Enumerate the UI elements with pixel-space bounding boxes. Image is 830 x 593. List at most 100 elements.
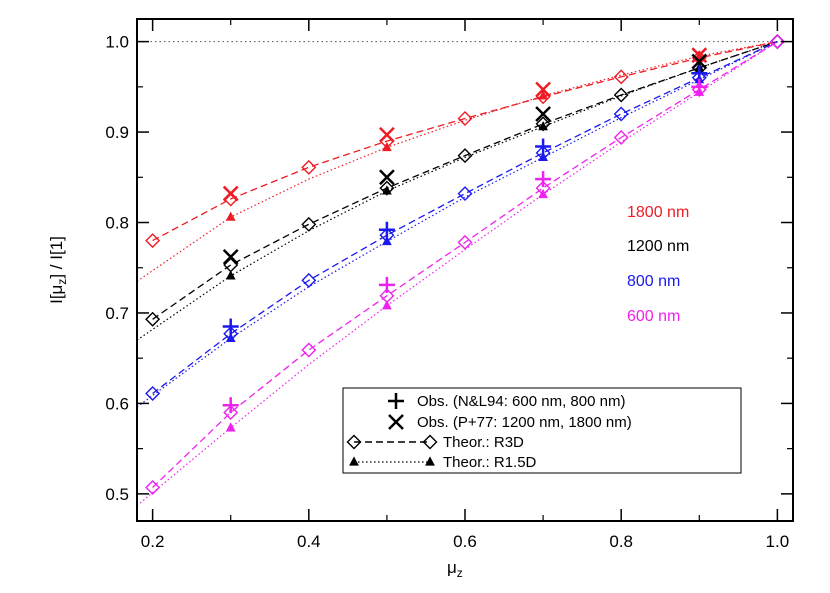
point-obs-800-nm [535, 138, 552, 155]
point-r3d-1200-nm [457, 148, 473, 164]
point-r15d-800-nm [225, 332, 236, 342]
y-tick-label: 0.8 [105, 214, 129, 233]
y-axis-label: I[μz] / I[1] [47, 236, 69, 304]
legend-text-r3d: Theor.: R3D [443, 434, 524, 451]
point-r15d-600-nm [538, 188, 548, 199]
point-obs-600-nm [535, 171, 552, 188]
point-obs-600-nm [378, 276, 395, 293]
y-tick-label: 1.0 [105, 33, 129, 52]
series-600-nm [136, 34, 785, 507]
x-tick-label: 0.8 [609, 532, 633, 551]
x-axis-label: μz [447, 558, 463, 580]
wavelength-label-800: 800 nm [627, 273, 680, 290]
series-layer [136, 34, 785, 507]
point-obs-600-nm [691, 78, 708, 95]
y-axis-label-sub: z [55, 279, 69, 285]
point-r15d-1800-nm [225, 211, 236, 221]
point-r15d-600-nm [382, 300, 392, 310]
x-axis-label-sub: z [457, 566, 463, 580]
x-tick-label: 0.4 [297, 532, 321, 551]
point-r15d-800-nm [382, 235, 392, 246]
point-obs-1800-nm-stroke-b [535, 81, 551, 98]
legend-symbol-cross-stroke-b [388, 414, 404, 430]
point-r3d-1800-nm [301, 159, 317, 175]
point-obs-800-nm [222, 318, 239, 335]
wavelength-label-1800: 1800 nm [627, 204, 689, 221]
point-r3d-600-nm [613, 130, 629, 145]
legend-text-obs-p77: Obs. (P+77: 1200 nm, 1800 nm) [417, 414, 632, 431]
legend-symbol-triangle-left [349, 456, 359, 466]
wavelength-label-600: 600 nm [627, 308, 680, 325]
point-obs-1800-nm [535, 81, 551, 98]
point-r15d-800-nm [538, 151, 548, 162]
y-axis-label-part1: I[μ [47, 285, 66, 304]
y-tick-label: 0.6 [105, 394, 129, 413]
point-r3d-800-nm [613, 106, 629, 122]
legend-symbol-cross [388, 414, 404, 430]
point-r15d-600-nm [225, 422, 236, 432]
point-obs-1200-nm [379, 169, 395, 186]
x-tick-label: 1.0 [766, 532, 790, 551]
point-r15d-1800-nm [382, 141, 392, 152]
point-obs-600-nm [222, 397, 239, 414]
point-r3d-1200-nm [613, 87, 629, 103]
x-tick-label: 0.6 [453, 532, 477, 551]
x-tick-label: 0.2 [141, 532, 165, 551]
point-r3d-600-nm [457, 234, 473, 250]
point-r3d-600-nm [145, 480, 161, 496]
y-tick-label: 0.7 [105, 304, 129, 323]
legend-symbol-plus [388, 393, 404, 409]
point-r3d-1200-nm [145, 311, 161, 327]
point-obs-1800-nm-stroke-b [379, 126, 395, 143]
point-r3d-1200-nm [379, 180, 395, 196]
point-obs-1200-nm [222, 249, 239, 265]
point-obs-1200-nm [691, 53, 708, 70]
point-r3d-1800-nm [457, 111, 473, 126]
point-r3d-1800-nm [613, 69, 629, 85]
y-tick-label: 0.9 [105, 123, 129, 142]
legend-box [342, 387, 742, 474]
axis-titles: μz I[μz] / I[1] [47, 236, 463, 580]
point-obs-1800-nm [222, 185, 239, 202]
point-r3d-800-nm [145, 385, 161, 401]
point-r15d-1200-nm [382, 185, 392, 195]
point-r3d-1200-nm [301, 216, 317, 232]
point-obs-1200-nm [535, 106, 551, 122]
point-r15d-1800-nm [538, 90, 548, 100]
point-obs-1200-nm-stroke-b [222, 249, 239, 265]
series-line-r3d-600-nm [152, 41, 778, 488]
point-r3d-1200-nm [535, 116, 551, 132]
legend: Obs. (N&L94: 600 nm, 800 nm) Obs. (P+77:… [342, 387, 742, 474]
point-obs-1800-nm [379, 126, 395, 143]
tick-layer: 0.2 0.4 0.6 0.8 1.0 0.5 0.6 0.7 0.8 0.9 1.0 [105, 19, 793, 551]
legend-symbol-triangle-right [425, 456, 435, 466]
point-r3d-800-nm [301, 272, 317, 288]
legend-text-r15d: Theor.: R1.5D [443, 454, 537, 471]
point-r3d-600-nm [769, 34, 785, 50]
series-line-r15d-800-nm [136, 41, 778, 408]
legend-text-obs-nl94: Obs. (N&L94: 600 nm, 800 nm) [417, 393, 625, 410]
series-1200-nm [136, 34, 785, 341]
point-obs-800-nm [378, 221, 395, 238]
legend-symbol-diamond-left [346, 434, 362, 450]
wavelength-label-1200: 1200 nm [627, 238, 689, 255]
point-obs-800-nm [691, 65, 708, 82]
point-obs-1800-nm-stroke-b [222, 185, 239, 202]
series-line-r3d-1200-nm [152, 40, 778, 320]
series-line-r3d-1800-nm [152, 40, 778, 242]
point-obs-1200-nm-stroke-b [535, 106, 551, 122]
series-800-nm [136, 34, 785, 408]
x-axis-label-main: μ [447, 558, 457, 577]
point-r3d-800-nm [457, 186, 473, 202]
point-r3d-600-nm [223, 404, 239, 420]
y-axis-label-part2: ] / I[1] [47, 236, 66, 279]
point-obs-1200-nm-stroke-b [379, 169, 395, 186]
point-obs-1800-nm [691, 47, 708, 64]
point-obs-1800-nm-stroke-b [691, 47, 708, 64]
point-r3d-1800-nm [145, 233, 161, 249]
series-1800-nm [136, 34, 785, 282]
series-line-r15d-1200-nm [136, 41, 778, 341]
point-r15d-1200-nm [538, 121, 548, 131]
point-obs-1200-nm-stroke-b [691, 53, 708, 70]
